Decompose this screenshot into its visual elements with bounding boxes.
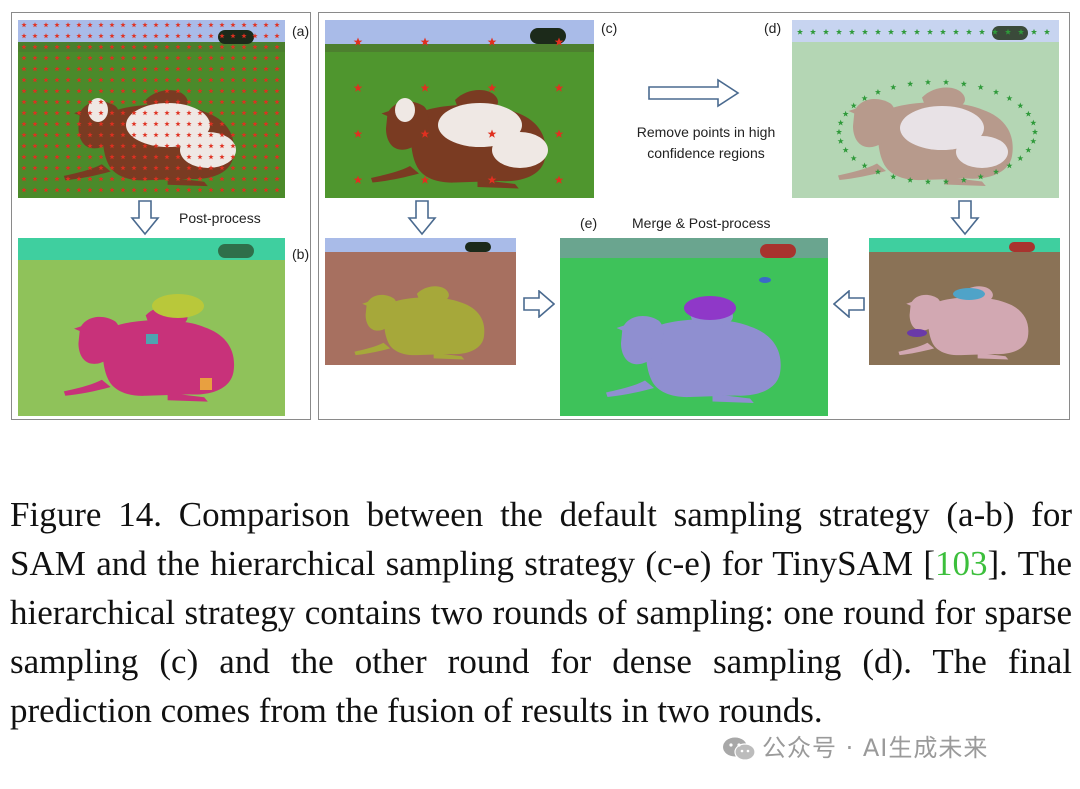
panel-label-d: (d) <box>764 20 782 36</box>
remove-points-line1: Remove points in high <box>636 124 776 140</box>
caption-suffix: ]. The hierarchical strategy contains tw… <box>10 544 1072 730</box>
post-process-label: Post-process <box>179 210 261 226</box>
right-arrow-to-e-icon <box>523 290 555 318</box>
caption-reference-link[interactable]: 103 <box>934 544 988 583</box>
caption-prefix: Figure 14. Comparison between the defaul… <box>10 495 1072 583</box>
panel-label-e: (e) <box>580 215 598 231</box>
down-arrow-d-icon <box>950 200 980 236</box>
down-arrow-c-icon <box>407 200 437 236</box>
image-c-result <box>325 238 516 365</box>
image-d-result <box>869 238 1060 365</box>
panel-label-b: (b) <box>292 246 310 262</box>
remove-points-note: Remove points in high confidence regions <box>606 122 806 164</box>
figure-caption: Figure 14. Comparison between the defaul… <box>10 490 1072 735</box>
image-a-dense-sampling <box>18 20 285 198</box>
merge-post-process-label: Merge & Post-process <box>632 215 771 231</box>
watermark: 公众号 · AI生成未来 <box>722 728 988 763</box>
panel-label-a: (a) <box>292 23 310 39</box>
remove-points-line2: confidence regions <box>647 145 765 161</box>
wechat-icon <box>723 737 756 761</box>
image-d-dense-sampling <box>792 20 1059 198</box>
down-arrow-a-to-b-icon <box>130 200 160 236</box>
left-arrow-to-e-icon <box>833 290 865 318</box>
image-c-sparse-sampling <box>325 20 594 198</box>
image-b-sam-result <box>18 238 285 416</box>
panel-label-c: (c) <box>601 20 618 36</box>
right-arrow-c-to-d-icon <box>648 78 740 108</box>
image-e-merged-result <box>560 238 828 416</box>
watermark-text: 公众号 · AI生成未来 <box>762 734 989 762</box>
